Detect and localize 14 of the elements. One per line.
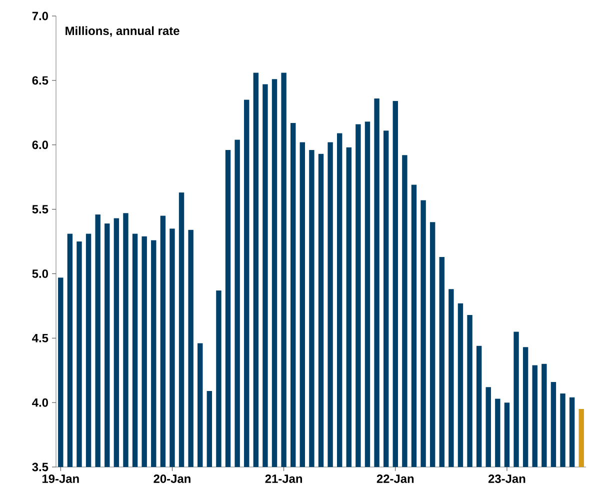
- y-axis-title: Millions, annual rate: [66, 26, 180, 37]
- y-tick-label: 5.5: [32, 205, 48, 214]
- y-tick-label: 6.5: [32, 76, 48, 85]
- y-tick-label: 5.0: [32, 269, 48, 278]
- x-tick-label: 22-Jan: [376, 474, 414, 483]
- y-tick-label: 7.0: [32, 12, 48, 20]
- y-tick-label: 4.0: [32, 398, 48, 407]
- y-tick-label: 4.5: [32, 334, 48, 342]
- x-tick-label: 21-Jan: [265, 474, 302, 483]
- y-tick-label: 6.0: [32, 140, 48, 150]
- y-tick-label: 3.5: [32, 462, 48, 472]
- x-tick-label: 23-Jan: [488, 474, 526, 484]
- x-tick-label: 20-Jan: [154, 474, 190, 483]
- x-tick-label: 19-Jan: [42, 474, 79, 483]
